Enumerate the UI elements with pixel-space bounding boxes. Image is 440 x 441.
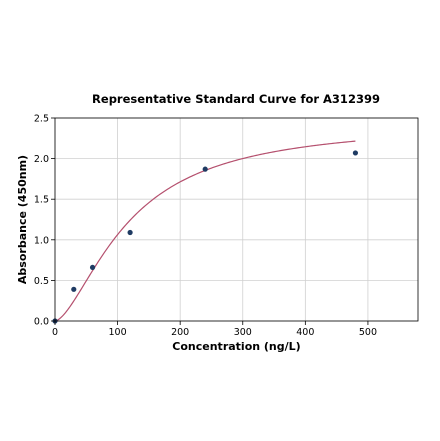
- x-tick-label: 500: [359, 327, 377, 338]
- x-tick-label: 100: [109, 327, 127, 338]
- x-tick-label: 0: [52, 327, 58, 338]
- data-point: [202, 166, 208, 172]
- x-axis-label: Concentration (ng/L): [172, 340, 300, 353]
- data-point: [127, 229, 133, 236]
- x-tick-label: 400: [296, 327, 314, 338]
- x-tick-label: 300: [234, 327, 252, 338]
- y-tick-label: 1.5: [34, 195, 49, 206]
- grid-lines: [54, 117, 418, 322]
- plot-frame: [54, 117, 419, 322]
- data-points-layer: [52, 150, 359, 324]
- y-tick-label: 1.0: [34, 235, 49, 246]
- y-axis-label: Absorbance (450nm): [16, 155, 29, 284]
- chart-title: Representative Standard Curve for A31239…: [92, 92, 380, 106]
- y-tick-label: 0.0: [34, 317, 49, 328]
- data-point: [89, 264, 96, 271]
- axis-ticks: 0 100 200 300 400 500 0.0 0.5 1.0 1.5 2.0 2.5: [34, 114, 377, 339]
- y-tick-label: 2.5: [34, 114, 49, 125]
- data-point: [352, 150, 359, 156]
- data-point: [71, 286, 77, 292]
- x-tick-label: 200: [171, 327, 189, 338]
- y-tick-label: 0.5: [34, 276, 49, 287]
- y-tick-label: 2.0: [34, 154, 49, 165]
